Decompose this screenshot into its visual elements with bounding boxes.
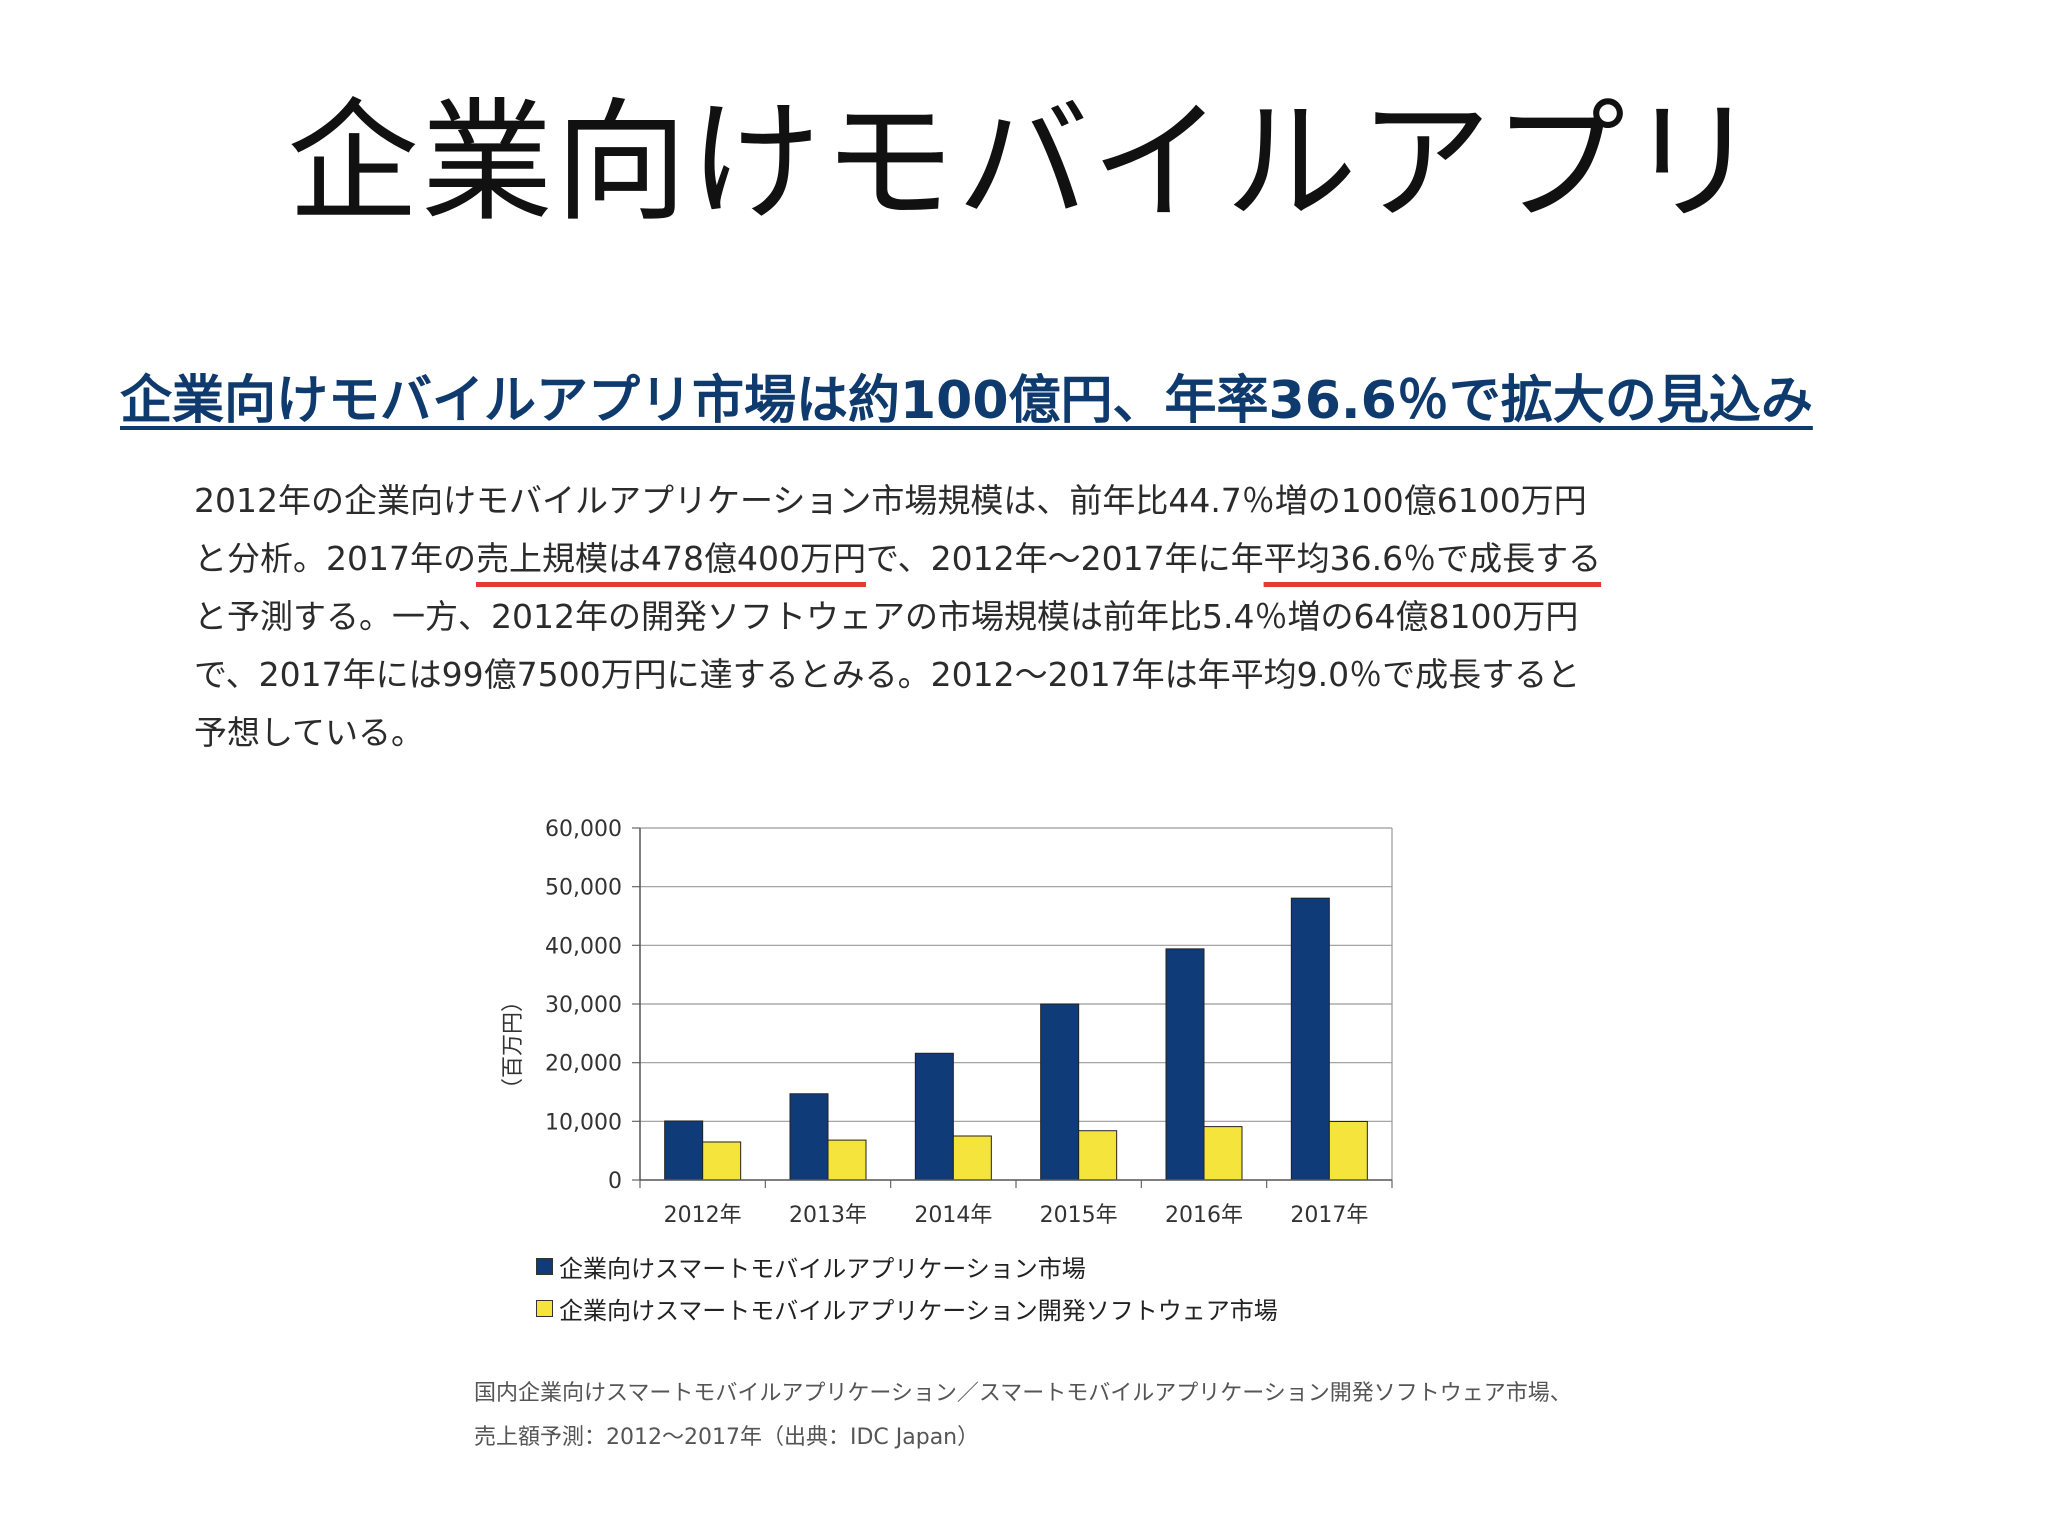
highlight-growth-rate: 平均36.6％で成長する [1263, 539, 1602, 578]
bar-series-1 [1290, 897, 1330, 1181]
x-tick-label: 2012年 [664, 1203, 742, 1228]
y-axis-label: （百万円） [501, 990, 526, 1100]
body-line-2-part-c: で、2012年〜2017年に年 [865, 539, 1264, 578]
body-line-2-part-a: と分析。2017年の [194, 539, 476, 578]
bar-series-2 [1078, 1130, 1118, 1181]
bar-series-2 [827, 1139, 867, 1181]
legend-label-series-1: 企業向けスマートモバイルアプリケーション市場 [559, 1254, 1086, 1283]
caption-line-2: 売上額予測：2012〜2017年（出典：IDC Japan） [474, 1425, 980, 1450]
x-tick-label: 2016年 [1165, 1203, 1243, 1228]
bar-series-2 [1203, 1126, 1243, 1181]
body-paragraph: 2012年の企業向けモバイルアプリケーション市場規模は、前年比44.7％増の10… [194, 472, 1694, 762]
body-line-2: と分析。2017年の売上規模は478億400万円で、2012年〜2017年に年平… [194, 530, 1694, 588]
legend-swatch-series-1 [536, 1257, 553, 1275]
bar-series-1 [914, 1052, 954, 1181]
bar-series-2 [1328, 1120, 1368, 1181]
x-tick-label: 2017年 [1290, 1203, 1368, 1228]
y-tick-label: 10,000 [545, 1110, 622, 1135]
bar-series-2 [702, 1141, 742, 1181]
y-tick-label: 40,000 [545, 934, 622, 959]
bar-series-1 [1040, 1003, 1080, 1181]
y-tick-label: 50,000 [545, 876, 622, 901]
bar-series-1 [1165, 948, 1205, 1181]
body-line-3: と予測する。一方、2012年の開発ソフトウェアの市場規模は前年比5.4％増の64… [194, 597, 1579, 636]
x-tick-label: 2013年 [789, 1203, 867, 1228]
chart-tick-labels: 0 10,000 20,000 30,000 40,000 50,000 60,000 201… [545, 817, 1368, 1228]
chart-gridlines [640, 827, 1393, 1180]
headline-link[interactable]: 企業向けモバイルアプリ市場は約100億円、年率36.6％で拡大の見込み [120, 371, 1813, 431]
highlight-sales-scale: 売上規模は478億400万円 [475, 539, 866, 578]
legend-swatch-series-2 [536, 1299, 553, 1317]
x-tick-label: 2014年 [914, 1203, 992, 1228]
caption-line-1: 国内企業向けスマートモバイルアプリケーション／スマートモバイルアプリケーション開… [474, 1381, 1572, 1406]
legend-item-series-1: 企業向けスマートモバイルアプリケーション市場 [536, 1245, 1278, 1287]
y-tick-label: 20,000 [545, 1052, 622, 1077]
chart-caption: 国内企業向けスマートモバイルアプリケーション／スマートモバイルアプリケーション開… [474, 1372, 1572, 1460]
slide-title: 企業向けモバイルアプリ [287, 86, 1761, 240]
bar-series-1 [789, 1093, 829, 1181]
bar-series-1 [664, 1120, 704, 1181]
body-line-5: 予想している。 [194, 713, 425, 752]
chart-bars [664, 897, 1368, 1181]
y-tick-label: 0 [608, 1169, 622, 1194]
bar-chart: 0 10,000 20,000 30,000 40,000 50,000 60,000 201… [501, 817, 1393, 1228]
body-line-4: で、2017年には99億7500万円に達するとみる。2012〜2017年は年平均… [194, 655, 1581, 694]
y-tick-label: 30,000 [545, 993, 622, 1018]
bar-series-2 [952, 1135, 992, 1181]
body-line-1: 2012年の企業向けモバイルアプリケーション市場規模は、前年比44.7％増の10… [194, 481, 1587, 520]
y-tick-label: 60,000 [545, 817, 622, 842]
x-tick-label: 2015年 [1040, 1203, 1118, 1228]
legend-item-series-2: 企業向けスマートモバイルアプリケーション開発ソフトウェア市場 [536, 1287, 1278, 1329]
legend-label-series-2: 企業向けスマートモバイルアプリケーション開発ソフトウェア市場 [559, 1296, 1278, 1325]
chart-legend: 企業向けスマートモバイルアプリケーション市場 企業向けスマートモバイルアプリケー… [536, 1245, 1278, 1329]
chart-axes [632, 827, 1393, 1188]
